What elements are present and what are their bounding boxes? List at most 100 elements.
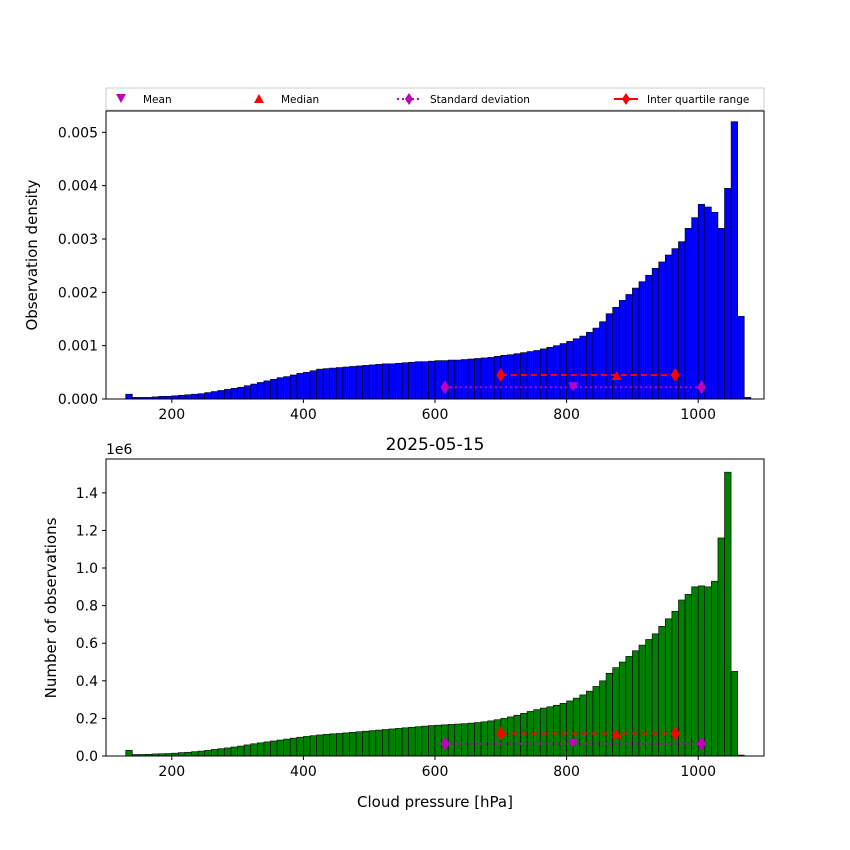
density-bar <box>539 348 548 400</box>
density-bar <box>447 359 456 400</box>
density-bar <box>434 360 442 400</box>
density-bar <box>513 353 521 400</box>
count-bar <box>283 738 291 757</box>
density-bar <box>263 380 271 400</box>
count-bar <box>408 726 416 757</box>
count-bar <box>711 580 719 757</box>
legend-label-iqr: Inter quartile range <box>647 94 749 106</box>
density-bar <box>691 217 699 400</box>
count-bar <box>178 752 186 757</box>
count-bar <box>322 734 331 757</box>
density-bar <box>335 367 344 400</box>
count-bar <box>572 697 581 757</box>
density-bar <box>191 393 199 400</box>
count-bar <box>375 729 383 757</box>
density-bar <box>553 345 561 400</box>
density-bar <box>322 368 331 400</box>
legend-entry-median: Median <box>254 94 319 106</box>
density-bar <box>711 212 719 400</box>
count-bar <box>329 733 337 757</box>
count-x-tick-label: 1000 <box>680 764 716 780</box>
count-bar <box>658 625 666 757</box>
count-bar <box>204 750 212 757</box>
count-iqr-q1-marker <box>496 726 506 741</box>
density-bar <box>678 241 686 400</box>
density-bar <box>270 378 278 400</box>
count-bar <box>480 721 488 757</box>
density-bar <box>329 367 337 400</box>
count-y-offset-label: 1e6 <box>106 442 133 458</box>
density-bar <box>651 268 660 400</box>
count-bar <box>197 750 205 757</box>
legend: Mean Median Standard deviation Inter qua… <box>105 87 765 111</box>
count-y-tick-label: 0.8 <box>76 599 98 615</box>
density-bar <box>224 389 232 400</box>
count-bar <box>362 730 370 757</box>
density-bar <box>283 376 291 400</box>
count-bar <box>243 744 252 757</box>
density-bar <box>638 281 646 400</box>
count-bar <box>461 723 469 757</box>
count-y-tick-label: 0.2 <box>76 711 98 727</box>
count-bar <box>303 736 311 757</box>
density-bar <box>507 354 515 400</box>
count-bar <box>395 728 403 757</box>
count-bar <box>651 633 660 757</box>
density-bar <box>178 394 186 400</box>
density-bar <box>414 361 423 400</box>
count-x-tick-label: 400 <box>290 764 317 780</box>
count-bar <box>454 723 462 757</box>
count-bar <box>539 707 548 757</box>
count-bar <box>184 751 192 757</box>
count-bar <box>487 720 495 757</box>
density-bar <box>421 361 429 400</box>
density-bar <box>401 362 409 400</box>
count-bar <box>388 728 396 757</box>
count-bar <box>309 735 317 757</box>
legend-label-std: Standard deviation <box>430 94 530 106</box>
count-bar <box>230 746 238 757</box>
density-bar <box>625 294 633 400</box>
density-bar <box>658 261 666 400</box>
count-bar <box>335 733 344 757</box>
density-bar <box>342 366 350 400</box>
density-bar <box>618 300 627 400</box>
count-bar <box>316 734 324 757</box>
count-bar <box>250 743 258 757</box>
density-bar <box>717 228 725 400</box>
count-bar <box>678 599 686 757</box>
count-bar <box>546 706 554 757</box>
count-iqr-q3-marker <box>670 726 680 741</box>
count-bar <box>270 740 278 757</box>
density-bar <box>184 394 192 400</box>
density-bar <box>289 374 298 400</box>
density-x-tick-label: 600 <box>422 407 449 423</box>
density-bar <box>316 368 324 400</box>
count-y-tick-label: 0.6 <box>76 636 98 652</box>
density-y-tick-label: 0.002 <box>58 285 98 301</box>
count-bar <box>697 585 706 757</box>
count-bar <box>645 639 653 757</box>
count-panel: 200 400 600 800 1000 0.0 0.2 0.4 0.6 0.8 1.0 1.2 1.… <box>42 442 765 811</box>
count-bar <box>664 618 673 757</box>
density-iqr-q1-marker <box>496 368 506 382</box>
count-bar <box>296 736 304 757</box>
count-bar <box>224 747 232 757</box>
count-bar <box>467 722 475 757</box>
density-bar <box>730 121 738 400</box>
density-bar <box>237 386 245 400</box>
density-y-tick-label: 0.005 <box>58 125 98 141</box>
density-median-marker <box>611 371 622 380</box>
density-bar <box>125 393 133 400</box>
density-bar <box>408 361 416 400</box>
count-y-tick-label: 1.4 <box>76 486 98 502</box>
legend-label-median: Median <box>281 94 319 106</box>
density-bar <box>243 385 252 400</box>
density-bar <box>210 391 219 400</box>
density-bar <box>684 228 692 400</box>
density-bar <box>230 388 238 400</box>
count-bar <box>428 725 436 757</box>
density-bar <box>296 373 304 400</box>
density-bar <box>467 358 475 400</box>
count-bar <box>210 749 219 757</box>
